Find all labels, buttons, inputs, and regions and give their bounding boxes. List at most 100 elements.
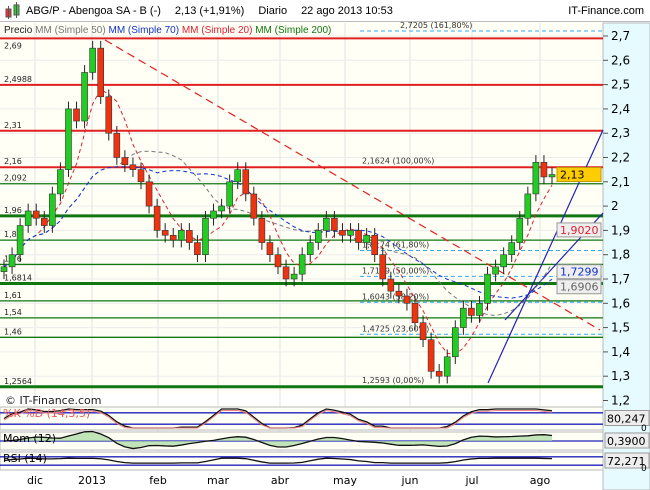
legend-ma4: MM (Simple 200): [255, 25, 331, 36]
candle: [57, 169, 64, 195]
y-tick-label: 1,9: [611, 223, 630, 237]
candle: [508, 242, 516, 256]
candle: [363, 234, 370, 243]
chart-header: ABG/P - Abengoa SA - B (-) 2,13 (+1,91%)…: [0, 0, 650, 22]
level-label: 1,96: [4, 206, 22, 215]
y-tick-label: 2: [611, 199, 619, 213]
candle: [524, 193, 532, 219]
candle: [250, 193, 258, 219]
indicator-line: [3, 457, 553, 464]
indicator-zero-label: 0: [641, 424, 647, 434]
candle: [532, 162, 540, 195]
candle: [387, 278, 395, 292]
price-badge-label: 2,13: [560, 169, 585, 182]
candle: [274, 254, 282, 268]
price-badge-label: 1,9020: [560, 224, 599, 237]
candle: [129, 164, 137, 170]
level-label: 1,6814: [4, 274, 32, 283]
price-badge: [556, 279, 602, 295]
indicator-value-badge: [604, 432, 650, 449]
candle: [0, 266, 8, 273]
indicator-name: Mom (12): [3, 432, 56, 445]
price-badge-label: 1,7299: [560, 266, 599, 279]
indicator-value: 0,3900: [607, 435, 646, 448]
fib-label: 2,7205 (161,80%): [400, 21, 472, 30]
stoch-d-line: [3, 410, 553, 429]
candlestick-logo-icon: [5, 1, 20, 19]
candle: [16, 225, 24, 255]
legend-ma3: MM (Simple 20): [182, 25, 255, 36]
candle: [435, 371, 443, 377]
x-tick-label: feb: [149, 474, 167, 487]
y-tick-label: 2,7: [611, 29, 630, 43]
price-badge-label: 1,6906: [560, 281, 599, 294]
level-label: 2,092: [4, 174, 27, 183]
candle: [331, 217, 338, 231]
legend: Precio MM (Simple 50) MM (Simple 70) MM …: [4, 25, 331, 36]
y-tick-label: 1,3: [611, 369, 630, 383]
candle: [186, 230, 193, 243]
candle: [153, 205, 161, 231]
candle: [427, 339, 435, 372]
candle: [314, 230, 322, 243]
level-label: 2,31: [4, 121, 22, 130]
y-tick-label: 2,1: [611, 175, 630, 189]
y-tick-label: 1,4: [611, 345, 630, 359]
candle: [137, 169, 145, 183]
candle: [210, 210, 217, 219]
level-label: 1,54: [4, 308, 22, 317]
fib-label: 1,4725 (23,60%): [362, 324, 429, 333]
indicator-zero-label: 0: [641, 464, 647, 474]
x-tick-label: dic: [27, 474, 43, 487]
candle: [65, 108, 72, 170]
candle: [8, 254, 16, 268]
x-tick-label: abr: [271, 474, 290, 487]
candle: [298, 254, 306, 275]
price-badge: [556, 167, 602, 183]
candle: [282, 266, 290, 280]
candle: [468, 307, 475, 316]
x-tick-label: jul: [464, 474, 478, 487]
x-tick-label: jun: [401, 474, 419, 487]
candle: [161, 230, 169, 236]
candle: [411, 302, 419, 324]
level-label: 2,69: [4, 41, 22, 50]
level-label: 2,4988: [4, 75, 32, 84]
x-tick-label: ago: [530, 474, 551, 487]
candle: [266, 242, 274, 256]
level-label: 1,86: [4, 230, 22, 239]
candle: [81, 72, 88, 122]
fib-label: 1,2593 (0,00%): [362, 376, 424, 385]
fib-label: 1,6043 (38,20%): [362, 292, 429, 301]
period: Diario: [258, 4, 288, 17]
candle: [443, 356, 451, 377]
candle: [403, 295, 411, 304]
indicator-panel: [0, 451, 604, 471]
fib-label: 1,7109 (50,00%): [362, 266, 429, 275]
y-tick-label: 2,2: [611, 151, 630, 165]
candle: [218, 205, 225, 212]
candle: [169, 234, 177, 241]
candle: [306, 242, 314, 256]
candle: [516, 217, 524, 243]
indicator-name: %K %D (14,3,5): [3, 407, 90, 420]
candle: [500, 254, 507, 268]
legend-ma2: MM (Simple 70): [108, 25, 181, 36]
x-tick-label: mar: [207, 474, 229, 487]
downtrend-line: [104, 39, 601, 331]
datetime: 22 ago 2013 10:53: [301, 4, 393, 17]
fib-label: 1,8174 (61,80%): [362, 240, 429, 249]
candle: [290, 273, 298, 280]
brand-link[interactable]: IT-Finance.com: [568, 4, 644, 17]
level-label: 1,61: [4, 291, 22, 300]
candle: [323, 217, 330, 231]
y-tick-label: 1,8: [611, 248, 630, 262]
y-tick-label: 1,6: [611, 296, 630, 310]
fib-label: 2,1624 (100,00%): [362, 157, 434, 166]
candle: [371, 234, 379, 255]
candle: [97, 47, 105, 98]
legend-price: Precio: [4, 25, 35, 36]
indicator-value-badge: [604, 410, 650, 426]
level-label: 2,16: [4, 157, 22, 166]
